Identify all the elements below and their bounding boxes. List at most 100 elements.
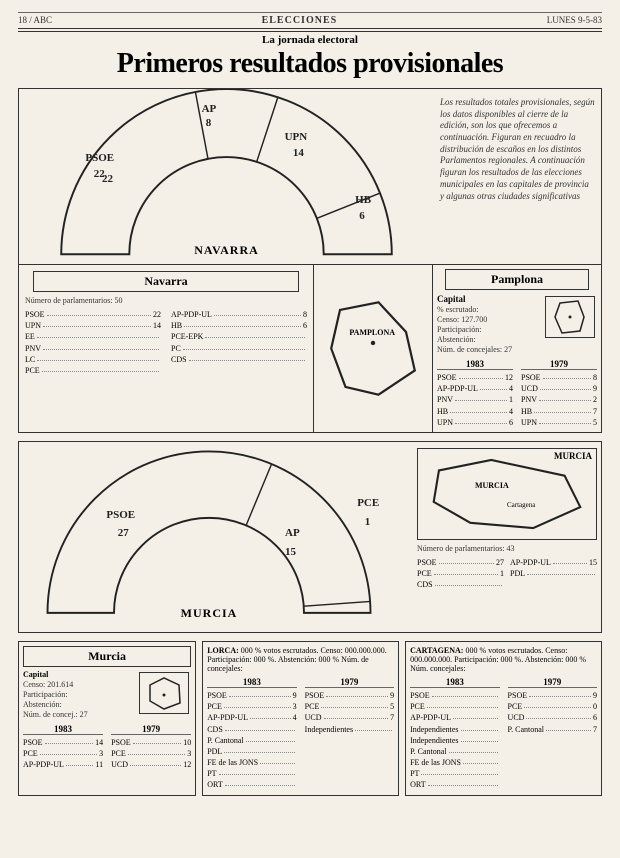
mur-ap-label: AP [285,527,300,539]
party-row: PCE [25,365,161,376]
murcia-section: PSOE 27 AP 15 PCE 1 MURCIA MURCIA MURCIA… [18,441,602,633]
party-row: UCD12 [111,759,191,770]
party-row: PCE [410,701,499,712]
party-row: UCD7 [305,712,394,723]
party-row: PCE5 [305,701,394,712]
stat-line: Núm. de concejales: 27 [437,345,543,354]
navarra-arch: 22 PSOE 22 AP 8 UPN 14 HB 6 NAVARRA [19,89,434,264]
party-row: PNV [25,343,161,354]
pamplona-title: Pamplona [445,269,589,290]
party-row: PC [171,343,307,354]
party-row: PSOE10 [111,737,191,748]
party-row: P. Cantonal [207,735,296,746]
year-1983: 1983 [437,359,513,370]
party-row: P. Cantonal7 [508,724,597,735]
lorca-box: LORCA: 000 % votos escrutados. Censo: 00… [202,641,399,796]
party-row: PCE1 [417,568,504,579]
party-row: AP-PDP-UL15 [510,557,597,568]
lorca-head: LORCA: [207,646,239,655]
party-row: AP-PDP-UL11 [23,759,103,770]
cartagena-box: CARTAGENA: 000 % votos escrutados. Censo… [405,641,602,796]
navarra-region-label: NAVARRA [194,243,259,258]
party-row: ORT [207,779,296,790]
party-row: UPN5 [521,417,597,428]
party-row: PCE3 [207,701,296,712]
party-row: PDL [510,568,597,579]
party-row: HB7 [521,406,597,417]
party-row: PSOE12 [437,372,513,383]
upn-label: UPN [285,131,308,143]
stat-line: Núm. de concej.: 27 [23,710,137,719]
party-row: AP-PDP-UL [410,712,499,723]
y4: 1979 [305,677,394,688]
party-row: Independientes [410,735,499,746]
party-row: UPN6 [437,417,513,428]
stat-line: Censo: 127.700 [437,315,543,324]
party-row: AP-PDP-UL4 [437,383,513,394]
y2: 1979 [111,724,191,735]
mur-psoe-seats: 27 [118,527,129,539]
murcia-tiny-map [139,672,189,714]
headline: Primeros resultados provisionales [18,48,602,80]
psoe-label: PSOE [85,152,114,164]
mur-pce-seats: 1 [365,516,371,528]
party-row: PCE-EPK [171,331,307,342]
section-name: ELECCIONES [262,15,338,26]
ap-seats: 8 [206,117,212,129]
capital-label: Capital [437,294,543,304]
y6: 1979 [508,677,597,688]
stat-line: % escrutado: [437,305,543,314]
hb-seats: 6 [359,210,365,222]
y5: 1983 [410,677,499,688]
date: LUNES 9-5-83 [547,15,602,26]
party-row: PSOE [410,690,499,701]
navarra-table-title: Navarra [33,271,299,292]
psoe-seats: 22 [102,173,113,185]
murcia-stat: Número de parlamentarios: 43 [417,544,597,553]
party-row: FE de las JONS [207,757,296,768]
murcia-city-title: Murcia [23,646,191,667]
upn-seats: 14 [293,147,304,159]
kicker: La jornada electoral [18,31,602,46]
party-row: AP-PDP-UL8 [171,309,307,320]
party-row: P. Cantonal [410,746,499,757]
page-number: 18 / ABC [18,15,52,26]
murcia-arch: PSOE 27 AP 15 PCE 1 MURCIA [19,442,399,627]
party-row: PNV2 [521,394,597,405]
y1: 1983 [23,724,103,735]
pamplona-tiny-map [545,296,595,338]
party-row: UCD9 [521,383,597,394]
party-row: UPN14 [25,320,161,331]
capital-label-2: Capital [23,670,137,679]
party-row: PNV1 [437,394,513,405]
ap-label: AP [202,103,217,115]
intro-text: Los resultados totales provisionales, se… [434,89,601,264]
stat-line: Censo: 201.614 [23,680,137,689]
party-row: PSOE22 [25,309,161,320]
party-row: CDS [171,354,307,365]
party-row: PSOE27 [417,557,504,568]
party-row: PT [207,768,296,779]
murcia-city-box: Murcia Capital Censo: 201.614Participaci… [18,641,196,796]
murcia-map-title: MURCIA [554,451,592,461]
party-row: PSOE8 [521,372,597,383]
year-1979: 1979 [521,359,597,370]
mur-ap-seats: 15 [285,546,296,558]
party-row: PSOE9 [207,690,296,701]
stat-line: Participación: [23,690,137,699]
party-row: HB4 [437,406,513,417]
party-row: PCE0 [508,701,597,712]
y3: 1983 [207,677,296,688]
murcia-map: MURCIA MURCIA Cartagena [417,448,597,540]
party-row: ORT [410,779,499,790]
stat-line: Participación: [437,325,543,334]
stat-line: Abstención: [23,700,137,709]
party-row: PSOE9 [508,690,597,701]
party-row: PSOE14 [23,737,103,748]
party-row: Independientes [305,724,394,735]
navarra-table: Navarra Número de parlamentarios: 50 PSO… [19,265,313,432]
party-row: CDS [207,724,296,735]
murcia-side: MURCIA MURCIA Cartagena Número de parlam… [417,448,597,591]
stat-line: Abstención: [437,335,543,344]
party-row: PSOE9 [305,690,394,701]
